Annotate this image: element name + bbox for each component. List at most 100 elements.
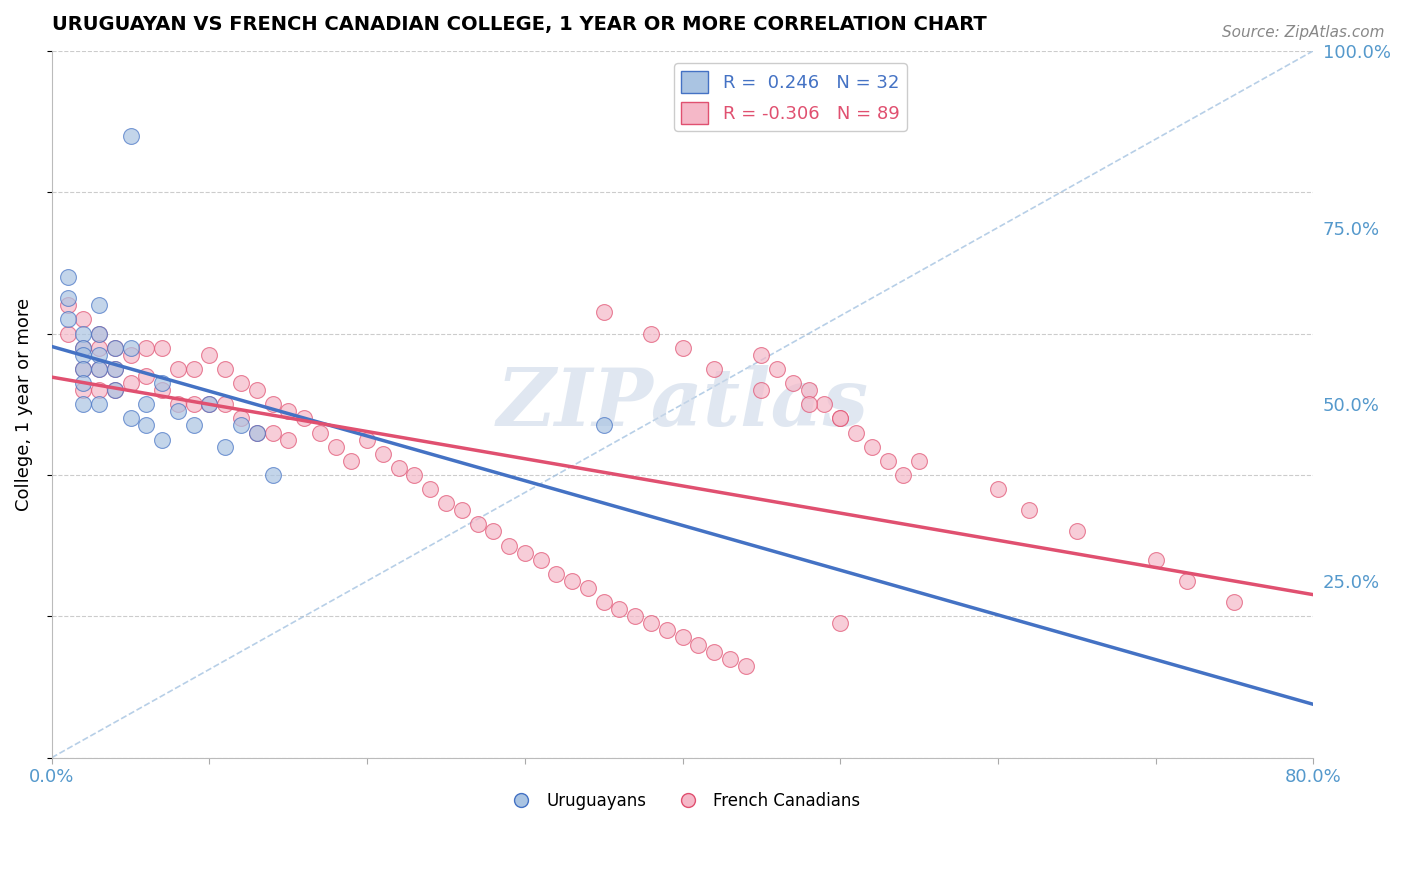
Point <box>56 298 79 312</box>
Point <box>1018 503 1040 517</box>
Legend: Uruguayans, French Canadians: Uruguayans, French Canadians <box>498 785 868 816</box>
Point <box>277 433 299 447</box>
Point <box>262 467 284 482</box>
Point <box>87 362 110 376</box>
Point <box>135 397 157 411</box>
Point <box>150 341 173 355</box>
Point <box>356 433 378 447</box>
Point <box>167 404 190 418</box>
Point <box>576 581 599 595</box>
Point <box>404 467 426 482</box>
Point <box>434 496 457 510</box>
Point <box>229 418 252 433</box>
Point <box>246 425 269 440</box>
Point <box>308 425 330 440</box>
Point <box>72 383 94 397</box>
Point <box>671 631 693 645</box>
Point <box>482 524 505 539</box>
Point <box>262 397 284 411</box>
Point <box>87 298 110 312</box>
Point <box>135 418 157 433</box>
Point <box>198 348 221 362</box>
Point <box>87 341 110 355</box>
Point <box>87 397 110 411</box>
Point <box>419 482 441 496</box>
Point <box>72 348 94 362</box>
Point <box>1223 595 1246 609</box>
Point <box>246 383 269 397</box>
Point <box>120 341 142 355</box>
Point <box>782 376 804 390</box>
Point <box>229 376 252 390</box>
Point <box>987 482 1010 496</box>
Point <box>640 616 662 631</box>
Point <box>214 397 236 411</box>
Point <box>340 454 363 468</box>
Point <box>104 362 127 376</box>
Point <box>718 651 741 665</box>
Point <box>592 305 614 319</box>
Point <box>751 348 773 362</box>
Point <box>797 383 820 397</box>
Point <box>561 574 583 588</box>
Point <box>640 326 662 341</box>
Point <box>830 411 852 425</box>
Point <box>87 383 110 397</box>
Point <box>908 454 931 468</box>
Point <box>751 383 773 397</box>
Point <box>72 362 94 376</box>
Point <box>104 341 127 355</box>
Point <box>262 425 284 440</box>
Text: ZIPatlas: ZIPatlas <box>496 366 869 443</box>
Point <box>214 362 236 376</box>
Point <box>1144 553 1167 567</box>
Point <box>891 467 914 482</box>
Point <box>734 658 756 673</box>
Point <box>766 362 789 376</box>
Y-axis label: College, 1 year or more: College, 1 year or more <box>15 298 32 511</box>
Point <box>104 341 127 355</box>
Text: Source: ZipAtlas.com: Source: ZipAtlas.com <box>1222 25 1385 40</box>
Point <box>797 397 820 411</box>
Point <box>120 376 142 390</box>
Point <box>229 411 252 425</box>
Point <box>609 602 631 616</box>
Point <box>56 312 79 326</box>
Point <box>183 418 205 433</box>
Point <box>87 362 110 376</box>
Point <box>72 312 94 326</box>
Point <box>830 616 852 631</box>
Point <box>183 397 205 411</box>
Point <box>150 383 173 397</box>
Point <box>388 460 411 475</box>
Point <box>104 383 127 397</box>
Point <box>830 411 852 425</box>
Point <box>72 341 94 355</box>
Point <box>87 326 110 341</box>
Point <box>214 440 236 454</box>
Point <box>450 503 472 517</box>
Point <box>87 348 110 362</box>
Point <box>292 411 315 425</box>
Point <box>671 341 693 355</box>
Point <box>246 425 269 440</box>
Point <box>277 404 299 418</box>
Point <box>56 270 79 285</box>
Point <box>845 425 868 440</box>
Point <box>592 418 614 433</box>
Point <box>546 566 568 581</box>
Point <box>703 362 725 376</box>
Point <box>56 326 79 341</box>
Point <box>860 440 883 454</box>
Point <box>135 341 157 355</box>
Point <box>120 411 142 425</box>
Point <box>167 397 190 411</box>
Point <box>87 326 110 341</box>
Point <box>198 397 221 411</box>
Text: URUGUAYAN VS FRENCH CANADIAN COLLEGE, 1 YEAR OR MORE CORRELATION CHART: URUGUAYAN VS FRENCH CANADIAN COLLEGE, 1 … <box>52 15 987 34</box>
Point <box>72 362 94 376</box>
Point <box>813 397 835 411</box>
Point <box>72 376 94 390</box>
Point <box>104 362 127 376</box>
Point <box>72 341 94 355</box>
